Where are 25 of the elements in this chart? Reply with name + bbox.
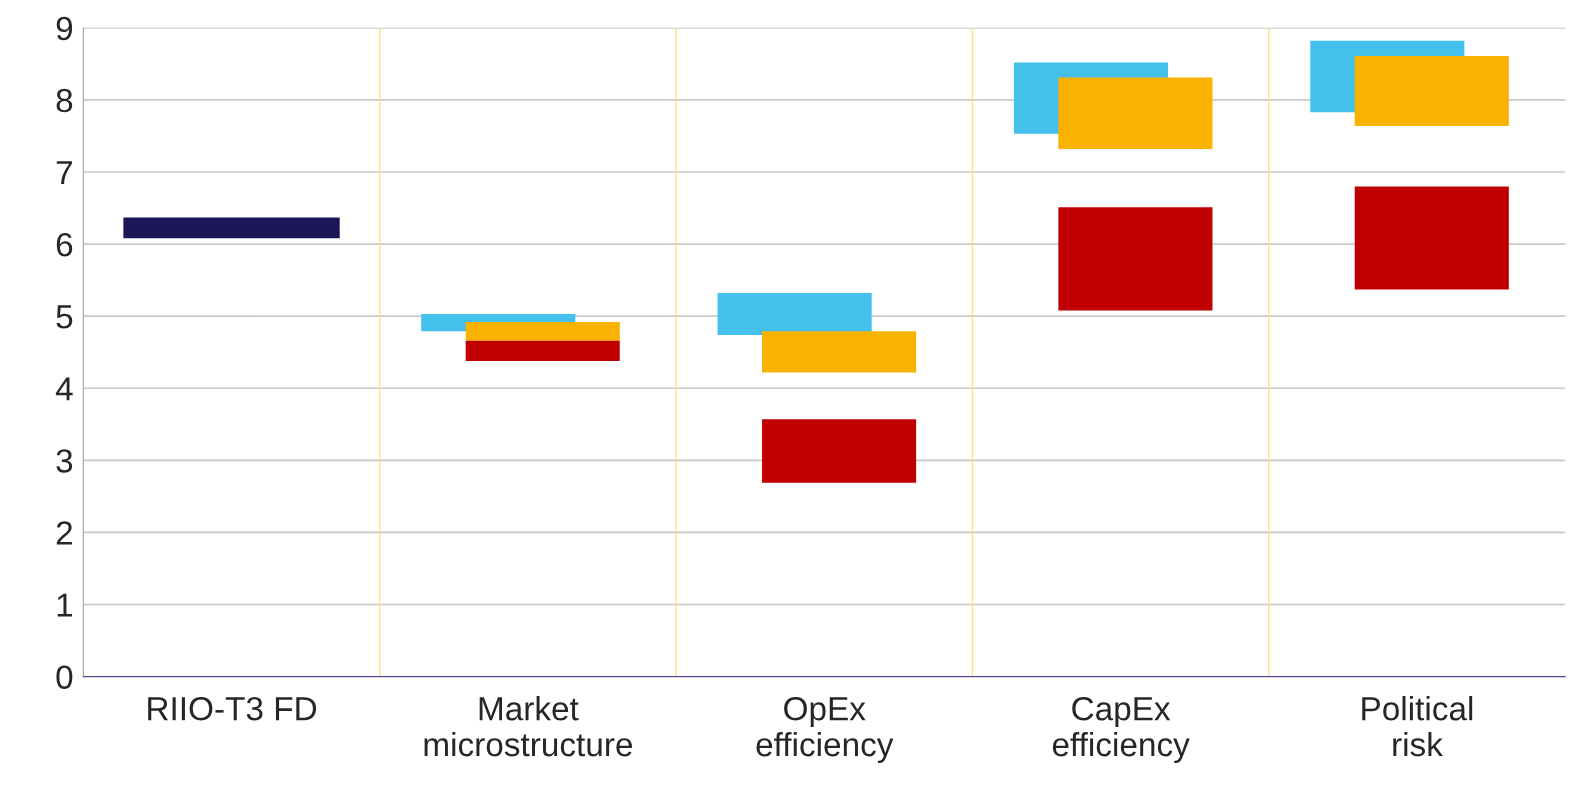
bar [762, 419, 917, 483]
y-tick-label: 2 [56, 521, 72, 545]
bar [123, 217, 340, 239]
y-tick-label: 7 [56, 161, 72, 185]
bar [762, 331, 917, 373]
y-tick-label: 9 [56, 16, 73, 41]
y-tick-label: 4 [55, 377, 73, 401]
x-tick-label: RIIO-T3 FD [148, 696, 317, 721]
bar [1354, 55, 1509, 126]
x-tick-label: Political risk [1362, 696, 1473, 757]
y-tick-label: 3 [56, 449, 73, 473]
bar [1354, 186, 1509, 290]
x-tick-label: Market microstructure [424, 696, 632, 757]
y-tick-label: 1 [57, 593, 73, 617]
y-tick-label: 8 [56, 88, 73, 113]
x-tick-label: OpEx efficiency [756, 696, 894, 764]
x-tick-label: CapEx efficiency [1052, 696, 1190, 764]
y-tick-label: 0 [56, 665, 73, 690]
y-tick-label: 6 [56, 232, 73, 257]
y-tick-label: 5 [56, 305, 73, 329]
bar [465, 321, 620, 341]
bar [717, 293, 872, 335]
bar [1058, 207, 1213, 311]
bar [1058, 77, 1213, 149]
bar [465, 340, 620, 361]
